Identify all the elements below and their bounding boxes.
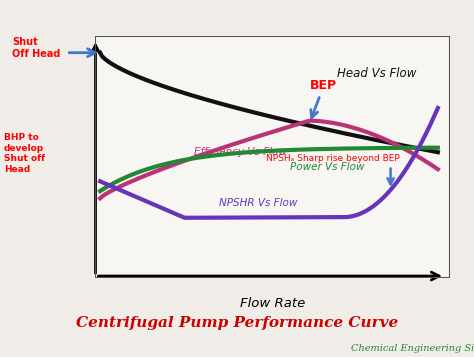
Text: Head Vs Flow: Head Vs Flow [337,67,416,80]
Text: NPSHₐ Sharp rise beyond BEP: NPSHₐ Sharp rise beyond BEP [266,154,400,163]
Text: BEP: BEP [310,79,337,117]
Text: Chemical Engineering Site: Chemical Engineering Site [351,343,474,353]
Text: BHP to
develop
Shut off
Head: BHP to develop Shut off Head [4,134,45,174]
Text: NPSHR Vs Flow: NPSHR Vs Flow [219,198,298,208]
Text: Flow Rate: Flow Rate [240,297,305,310]
Text: Shut
Off Head: Shut Off Head [12,37,60,59]
Text: Power Vs Flow: Power Vs Flow [290,162,365,172]
Text: Centrifugal Pump Performance Curve: Centrifugal Pump Performance Curve [76,316,398,330]
Bar [95,36,450,278]
Text: Efficiency Vs Flow: Efficiency Vs Flow [194,147,287,157]
